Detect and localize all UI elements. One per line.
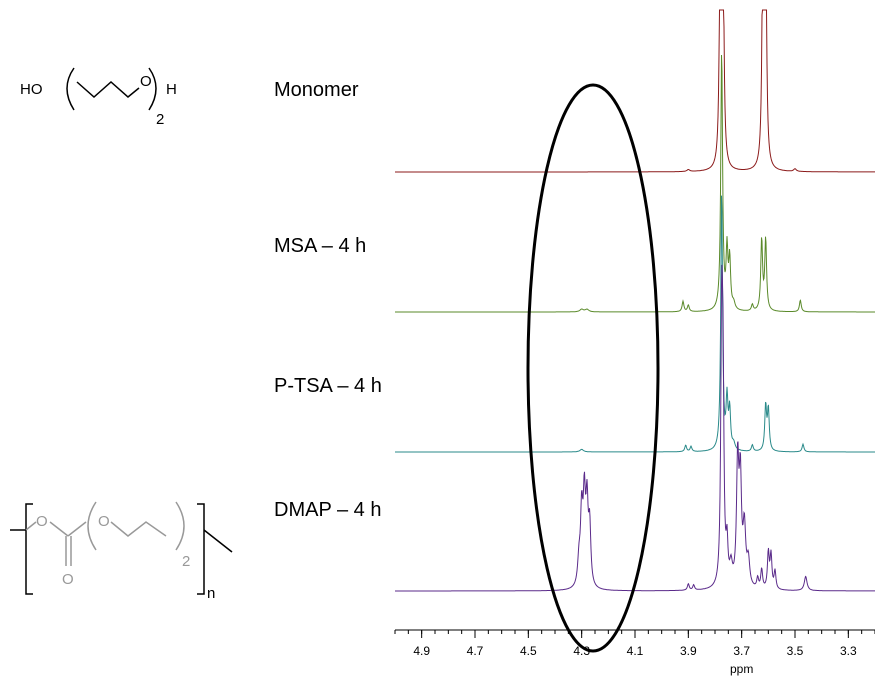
tick-label: 3.5 bbox=[787, 644, 804, 658]
polymer-close-paren bbox=[175, 501, 185, 551]
spectrum-label-ptsa: P-TSA – 4 h bbox=[274, 375, 382, 397]
tick-label: 3.7 bbox=[733, 644, 750, 658]
polymer-bond-3 bbox=[67, 521, 87, 537]
polymer-open-bracket bbox=[25, 503, 33, 595]
polymer-right-end-bond bbox=[203, 529, 233, 553]
monomer-open-paren bbox=[66, 67, 75, 111]
x-axis-label: ppm bbox=[730, 662, 753, 676]
spectra-layer bbox=[395, 9, 875, 592]
polymer-ester-oxygen: O bbox=[36, 513, 48, 530]
monomer-structure: HO O 2 H bbox=[20, 67, 177, 128]
polymer-carbonyl-oxygen: O bbox=[62, 571, 74, 588]
monomer-ring-oxygen: O bbox=[140, 73, 152, 90]
spectrum-label-monomer: Monomer bbox=[274, 79, 359, 101]
highlight-ellipse bbox=[526, 83, 660, 653]
tick-label: 4.9 bbox=[413, 644, 430, 658]
polymer-close-bracket bbox=[197, 503, 205, 595]
polymer-chain bbox=[110, 521, 167, 537]
monomer-left-group: HO bbox=[20, 81, 43, 98]
tick-label: 3.9 bbox=[680, 644, 697, 658]
monomer-chain bbox=[76, 80, 140, 99]
spectrum-trace-2 bbox=[395, 195, 875, 453]
tick-label: 4.3 bbox=[573, 644, 590, 658]
spectrum-trace-1 bbox=[395, 54, 875, 313]
spectrum-trace-0 bbox=[395, 9, 875, 173]
monomer-repeat-count: 2 bbox=[156, 111, 164, 128]
spectrum-label-dmap: DMAP – 4 h bbox=[274, 499, 382, 521]
spectrum-trace-3 bbox=[395, 264, 875, 592]
spectrum-label-msa: MSA – 4 h bbox=[274, 235, 367, 257]
polymer-inner-repeat: 2 bbox=[182, 553, 190, 570]
polymer-ether-oxygen: O bbox=[98, 513, 110, 530]
ppm-axis: 4.9 4.7 4.5 4.3 4.1 3.9 3.7 3.5 3.3 ppm bbox=[394, 629, 875, 676]
polymer-outer-repeat: n bbox=[207, 585, 215, 602]
polymer-open-paren bbox=[87, 501, 97, 551]
tick-label: 4.1 bbox=[627, 644, 644, 658]
polymer-bond-1 bbox=[25, 521, 37, 531]
tick-label: 3.3 bbox=[840, 644, 857, 658]
monomer-close-paren bbox=[148, 67, 157, 111]
tick-label: 4.5 bbox=[520, 644, 537, 658]
polymer-bond-2 bbox=[49, 521, 69, 537]
monomer-right-group: H bbox=[166, 81, 177, 98]
polymer-structure: O O O 2 n bbox=[10, 501, 233, 602]
tick-label: 4.7 bbox=[467, 644, 484, 658]
